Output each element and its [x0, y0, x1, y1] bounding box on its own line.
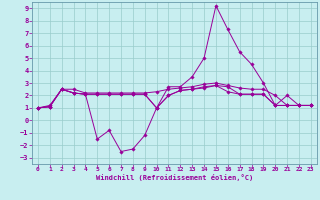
X-axis label: Windchill (Refroidissement éolien,°C): Windchill (Refroidissement éolien,°C) — [96, 174, 253, 181]
